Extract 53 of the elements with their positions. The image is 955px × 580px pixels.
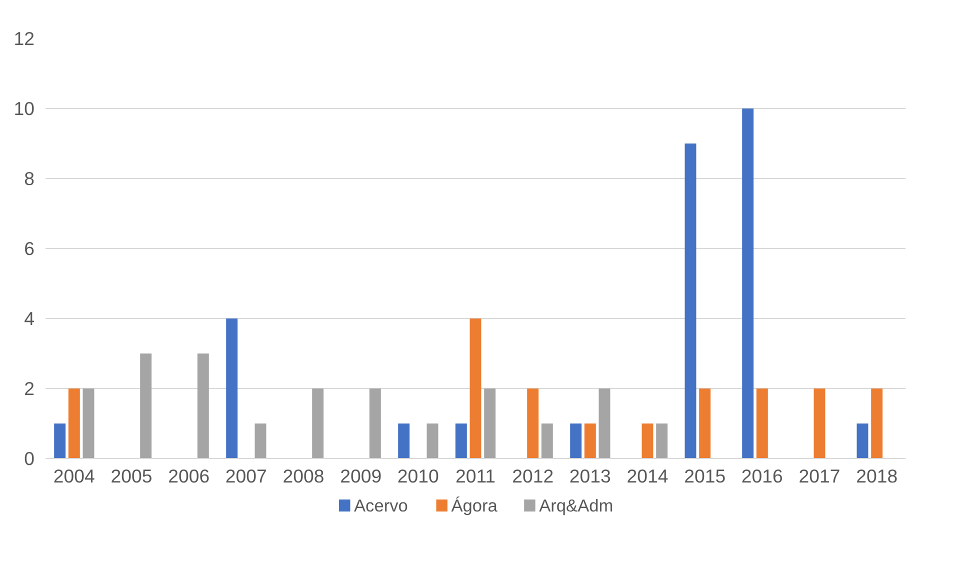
bar: [699, 388, 711, 458]
y-tick-label: 8: [24, 168, 35, 189]
bar: [742, 108, 754, 458]
x-tick-label: 2018: [856, 466, 898, 486]
bar: [82, 388, 94, 458]
bar: [570, 424, 582, 458]
x-tick-label: 2005: [110, 466, 152, 486]
y-tick-label: 4: [24, 308, 35, 329]
bar: [541, 424, 553, 458]
y-tick-label: 12: [14, 28, 35, 49]
bar: [584, 424, 596, 458]
bar: [527, 388, 539, 458]
bar: [814, 388, 826, 458]
bar: [598, 388, 610, 458]
bar: [140, 354, 152, 458]
x-tick-label: 2014: [626, 466, 668, 486]
x-tick-label: 2016: [741, 466, 783, 486]
x-tick-label: 2015: [684, 466, 726, 486]
x-tick-label: 2008: [282, 466, 324, 486]
legend-label: Arq&Adm: [539, 496, 614, 516]
x-tick-label: 2007: [225, 466, 267, 486]
bar: [68, 388, 80, 458]
x-tick-label: 2004: [53, 466, 95, 486]
legend-label: Acervo: [354, 496, 408, 516]
x-tick-label: 2006: [168, 466, 210, 486]
bar: [856, 424, 868, 458]
x-tick-label: 2012: [512, 466, 554, 486]
bar: [455, 424, 467, 458]
bar: [756, 388, 768, 458]
x-tick-label: 2009: [340, 466, 382, 486]
legend-label: Ágora: [451, 496, 498, 516]
x-tick-label: 2010: [397, 466, 439, 486]
bar: [426, 424, 438, 458]
bar: [684, 144, 696, 458]
bar: [226, 318, 238, 458]
bar: [398, 424, 410, 458]
bar: [54, 424, 66, 458]
bar: [312, 388, 324, 458]
bar: [642, 424, 654, 458]
bar: [484, 388, 496, 458]
x-tick-label: 2017: [798, 466, 840, 486]
bar: [470, 318, 482, 458]
y-tick-label: 2: [24, 378, 35, 399]
bar: [197, 354, 209, 458]
y-tick-label: 10: [14, 98, 35, 119]
y-tick-label: 6: [24, 238, 35, 259]
x-tick-label: 2013: [569, 466, 611, 486]
y-tick-label: 0: [24, 448, 35, 469]
bar: [254, 424, 266, 458]
x-tick-label: 2011: [455, 466, 496, 486]
bar: [656, 424, 668, 458]
bar: [871, 388, 883, 458]
bar: [369, 388, 381, 458]
